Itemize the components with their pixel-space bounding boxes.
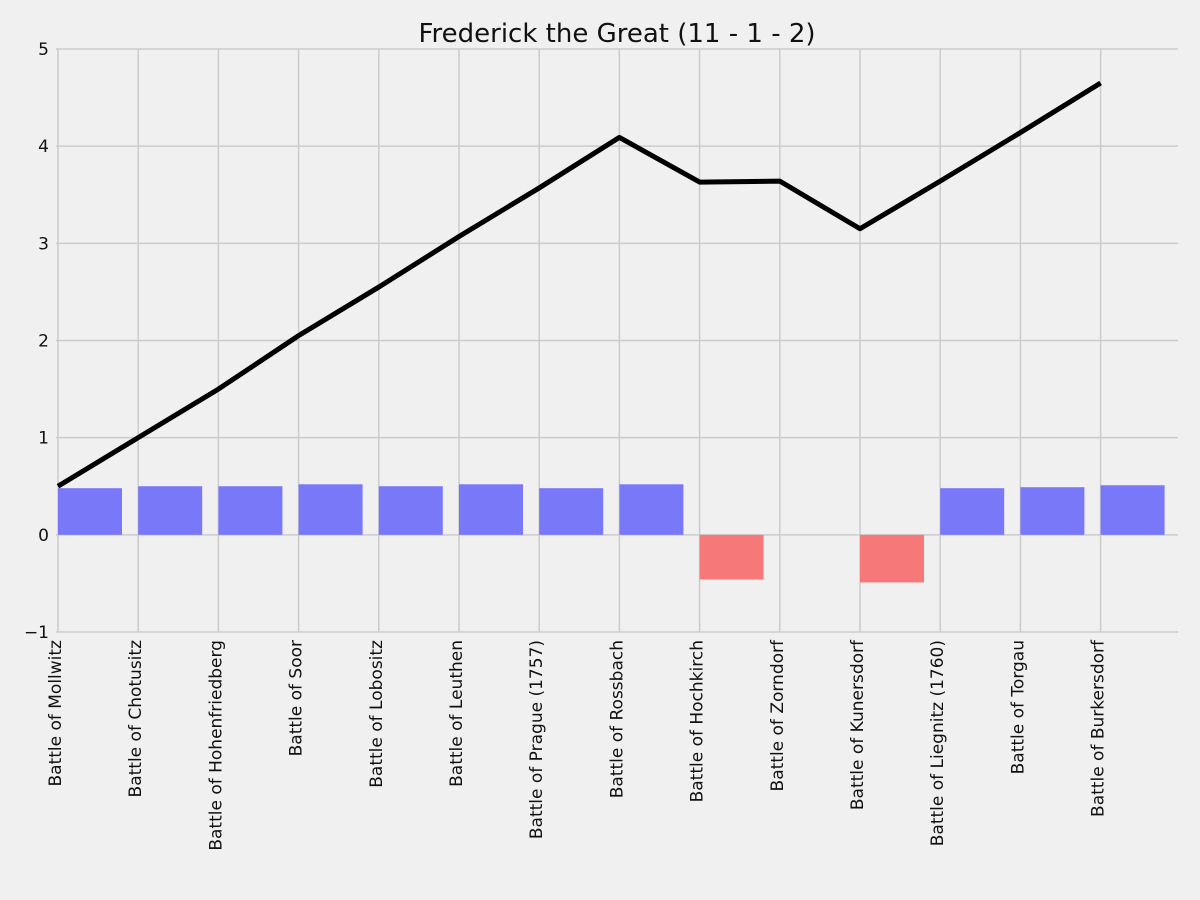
bar <box>138 486 203 535</box>
x-tick-label: Battle of Kunersdorf <box>848 639 868 810</box>
x-tick-label: Battle of Rossbach <box>607 640 627 798</box>
x-tick-label: Battle of Zorndorf <box>768 639 788 791</box>
x-tick-label: Battle of Hohenfriedberg <box>206 640 226 851</box>
y-tick-label: 0 <box>38 526 49 546</box>
bar <box>860 534 924 583</box>
bar <box>298 484 363 535</box>
bar <box>378 486 443 535</box>
bar <box>539 488 604 535</box>
bar <box>58 488 122 535</box>
x-tick-label: Battle of Mollwitz <box>46 640 66 787</box>
x-axis: Battle of Mollwitz Battle of Chotusitz Bat… <box>46 639 1109 851</box>
y-axis: −1 0 1 2 3 4 5 <box>24 40 49 643</box>
x-tick-label: Battle of Soor <box>287 640 307 756</box>
y-tick-label: 3 <box>38 234 49 254</box>
bar <box>218 486 283 535</box>
y-tick-label: 4 <box>38 137 49 157</box>
x-tick-label: Battle of Liegnitz (1760) <box>928 640 948 846</box>
y-tick-label: 5 <box>38 40 49 60</box>
y-tick-label: 1 <box>38 429 49 449</box>
x-tick-label: Battle of Lobositz <box>367 640 387 788</box>
y-tick-label: −1 <box>24 623 49 643</box>
line-series <box>56 80 1102 489</box>
x-tick-label: Battle of Leuthen <box>447 640 467 787</box>
line-path <box>56 80 1102 489</box>
x-tick-label: Battle of Prague (1757) <box>527 640 547 839</box>
x-tick-label: Battle of Chotusitz <box>126 640 146 798</box>
x-tick-label: Battle of Hochkirch <box>688 640 708 802</box>
bar <box>619 484 684 535</box>
bar <box>1020 487 1085 535</box>
bar-series <box>58 484 1165 583</box>
bar <box>699 534 764 580</box>
chart-title: Frederick the Great (11 - 1 - 2) <box>418 19 815 49</box>
x-tick-label: Battle of Torgau <box>1008 640 1028 774</box>
bar <box>1100 485 1165 535</box>
y-tick-label: 2 <box>38 332 49 352</box>
x-tick-label: Battle of Burkersdorf <box>1089 639 1109 817</box>
bar <box>940 488 1005 535</box>
bar <box>459 484 523 535</box>
